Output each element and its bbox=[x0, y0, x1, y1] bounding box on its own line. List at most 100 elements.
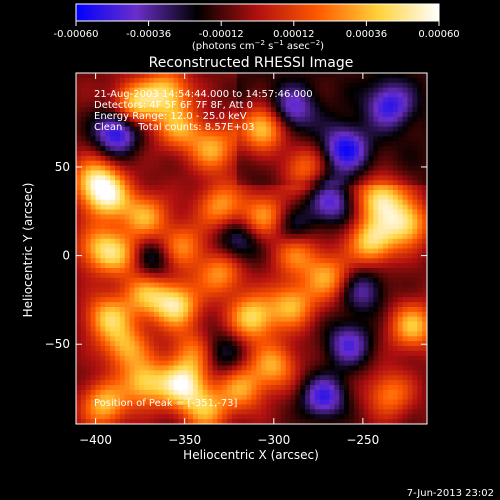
heatmap-cell bbox=[144, 243, 150, 250]
heatmap-cell bbox=[197, 350, 204, 357]
heatmap-cell bbox=[275, 341, 282, 347]
heatmap-cell bbox=[207, 365, 214, 371]
heatmap-cell bbox=[105, 102, 111, 108]
heatmap-cell bbox=[124, 268, 131, 274]
heatmap-cell bbox=[158, 180, 165, 186]
heatmap-cell bbox=[383, 165, 389, 172]
heatmap-cell bbox=[388, 180, 394, 186]
heatmap-cell bbox=[324, 219, 331, 225]
heatmap-cell bbox=[129, 365, 136, 371]
heatmap-cell bbox=[129, 73, 136, 79]
heatmap-cell bbox=[378, 389, 384, 396]
heatmap-cell bbox=[422, 233, 427, 240]
heatmap-cell bbox=[124, 87, 131, 94]
heatmap-cell bbox=[363, 253, 370, 259]
heatmap-cell bbox=[85, 409, 92, 415]
heatmap-cell bbox=[149, 146, 155, 152]
heatmap-cell bbox=[163, 77, 170, 84]
heatmap-cell bbox=[202, 258, 209, 264]
heatmap-cell bbox=[232, 292, 238, 298]
heatmap-cell bbox=[353, 160, 360, 167]
heatmap-cell bbox=[193, 199, 199, 206]
heatmap-cell bbox=[76, 155, 82, 162]
heatmap-cell bbox=[392, 136, 399, 142]
heatmap-cell bbox=[290, 126, 296, 133]
heatmap-cell bbox=[178, 214, 184, 220]
heatmap-cell bbox=[417, 385, 423, 391]
heatmap-cell bbox=[373, 277, 379, 284]
heatmap-cell bbox=[271, 370, 277, 376]
heatmap-cell bbox=[353, 214, 360, 220]
heatmap-cell bbox=[412, 355, 418, 362]
heatmap-cell bbox=[310, 326, 316, 332]
heatmap-cell bbox=[202, 209, 209, 215]
heatmap-cell bbox=[100, 375, 106, 381]
heatmap-cell bbox=[319, 204, 326, 211]
heatmap-cell bbox=[324, 326, 331, 332]
heatmap-cell bbox=[232, 253, 238, 259]
heatmap-cell bbox=[388, 224, 394, 230]
heatmap-cell bbox=[105, 146, 111, 152]
heatmap-cell bbox=[110, 302, 116, 308]
heatmap-cell bbox=[154, 355, 160, 362]
heatmap-cell bbox=[397, 277, 404, 284]
heatmap-cell bbox=[115, 375, 121, 381]
heatmap-cell bbox=[314, 233, 321, 240]
heatmap-cell bbox=[349, 277, 355, 284]
heatmap-cell bbox=[76, 97, 82, 103]
heatmap-cell bbox=[232, 321, 238, 328]
heatmap-cell bbox=[285, 258, 292, 264]
heatmap-cell bbox=[124, 219, 131, 225]
heatmap-cell bbox=[280, 321, 287, 328]
heatmap-cell bbox=[339, 121, 345, 128]
heatmap-cell bbox=[388, 82, 394, 89]
heatmap-cell bbox=[105, 331, 111, 337]
heatmap-cell bbox=[158, 268, 165, 274]
heatmap-cell bbox=[129, 389, 136, 396]
heatmap-cell bbox=[417, 155, 423, 162]
heatmap-cell bbox=[344, 116, 350, 123]
heatmap-cell bbox=[349, 77, 355, 84]
heatmap-cell bbox=[266, 238, 272, 245]
heatmap-cell bbox=[217, 219, 223, 225]
heatmap-cell bbox=[76, 209, 82, 215]
heatmap-cell bbox=[236, 404, 243, 410]
heatmap-cell bbox=[158, 248, 165, 254]
heatmap-cell bbox=[217, 350, 223, 357]
heatmap-cell bbox=[271, 258, 277, 264]
heatmap-cell bbox=[422, 102, 427, 108]
heatmap-cell bbox=[178, 204, 184, 211]
heatmap-cell bbox=[236, 126, 243, 133]
heatmap-cell bbox=[110, 219, 116, 225]
heatmap-cell bbox=[388, 277, 394, 284]
heatmap-cell bbox=[358, 311, 365, 318]
heatmap-cell bbox=[197, 248, 204, 254]
heatmap-cell bbox=[407, 360, 413, 367]
heatmap-cell bbox=[397, 146, 404, 152]
heatmap-cell bbox=[188, 297, 194, 303]
heatmap-cell bbox=[368, 131, 374, 137]
heatmap-cell bbox=[85, 214, 92, 220]
heatmap-cell bbox=[256, 107, 262, 113]
heatmap-cell bbox=[197, 346, 204, 352]
heatmap-cell bbox=[110, 355, 116, 362]
heatmap-cell bbox=[397, 248, 404, 254]
heatmap-cell bbox=[80, 385, 87, 391]
heatmap-cell bbox=[388, 380, 394, 386]
heatmap-cell bbox=[85, 204, 92, 211]
heatmap-cell bbox=[412, 258, 418, 264]
heatmap-cell bbox=[100, 370, 106, 376]
heatmap-cell bbox=[183, 170, 189, 176]
heatmap-cell bbox=[95, 77, 101, 84]
heatmap-cell bbox=[158, 170, 165, 176]
heatmap-cell bbox=[353, 219, 360, 225]
heatmap-cell bbox=[197, 77, 204, 84]
heatmap-cell bbox=[285, 253, 292, 259]
heatmap-cell bbox=[158, 370, 165, 376]
heatmap-cell bbox=[339, 375, 345, 381]
heatmap-cell bbox=[134, 141, 140, 147]
heatmap-cell bbox=[363, 272, 370, 279]
heatmap-cell bbox=[193, 224, 199, 230]
heatmap-cell bbox=[251, 316, 257, 323]
heatmap-cell bbox=[324, 248, 331, 254]
